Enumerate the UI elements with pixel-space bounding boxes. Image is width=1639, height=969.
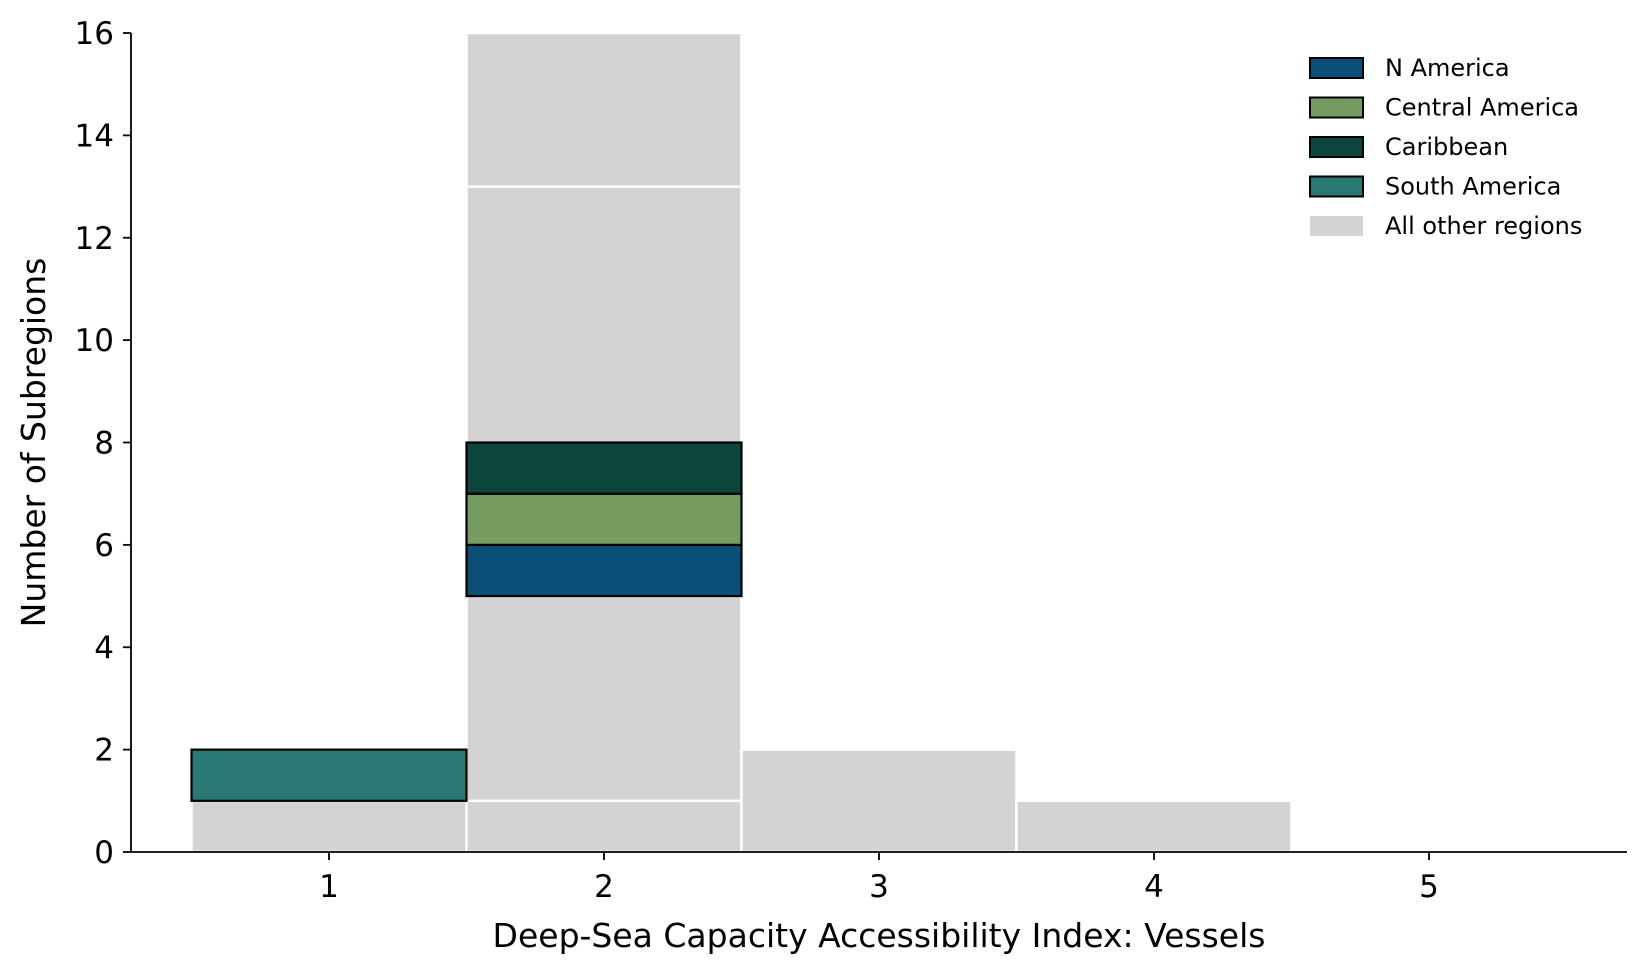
y-axis-label: Number of Subregions: [14, 258, 53, 628]
legend-label-n-america: N America: [1385, 54, 1510, 82]
x-axis-label: Deep-Sea Capacity Accessibility Index: V…: [493, 916, 1266, 955]
bar-segment-2-all-other-regions: [465, 185, 743, 444]
legend-swatch-south-america: [1309, 175, 1364, 198]
x-tick-label: 1: [319, 869, 339, 905]
bar-segment-2-n-america: [465, 543, 743, 598]
bar-segment-2-all-other-regions: [465, 799, 743, 854]
y-tick-label: 4: [94, 630, 114, 666]
y-tick-label: 10: [75, 323, 114, 359]
y-tick-label: 14: [75, 118, 114, 154]
bar-segment-2-all-other-regions: [465, 594, 743, 803]
y-tick-label: 16: [75, 16, 114, 52]
x-tick-label: 4: [1144, 869, 1164, 905]
bar-segment-2-caribbean: [465, 441, 743, 495]
bar-segment-2-central-america: [465, 492, 743, 546]
y-tick-label: 2: [94, 733, 114, 769]
y-tick-label: 8: [94, 426, 114, 462]
legend-swatch-central-america: [1309, 96, 1364, 119]
legend-label-south-america: South America: [1385, 173, 1561, 201]
legend-swatch-caribbean: [1309, 136, 1364, 158]
legend-swatch-n-america: [1309, 57, 1364, 79]
y-tick-label: 12: [75, 221, 114, 257]
bars-layer: [190, 31, 1293, 854]
x-tick-label: 3: [869, 869, 889, 905]
bar-segment-1-all-other-regions: [190, 799, 468, 854]
bar-segment-2-all-other-regions: [465, 31, 743, 188]
x-tick-label: 5: [1419, 869, 1439, 905]
bar-segment-4-all-other-regions: [1015, 799, 1293, 854]
bar-segment-1-south-america: [190, 748, 468, 802]
legend-label-all-other-regions: All other regions: [1385, 212, 1582, 240]
y-tick-label: 6: [94, 528, 114, 564]
legend-label-central-america: Central America: [1385, 94, 1579, 122]
bar-segment-3-all-other-regions: [740, 748, 1018, 854]
legend-label-caribbean: Caribbean: [1385, 133, 1508, 161]
legend-swatch-all-other-regions: [1310, 216, 1363, 236]
y-tick-label: 0: [94, 835, 114, 871]
legend: N America Central America Caribbean South A…: [1309, 54, 1582, 240]
x-tick-label: 2: [594, 869, 614, 905]
